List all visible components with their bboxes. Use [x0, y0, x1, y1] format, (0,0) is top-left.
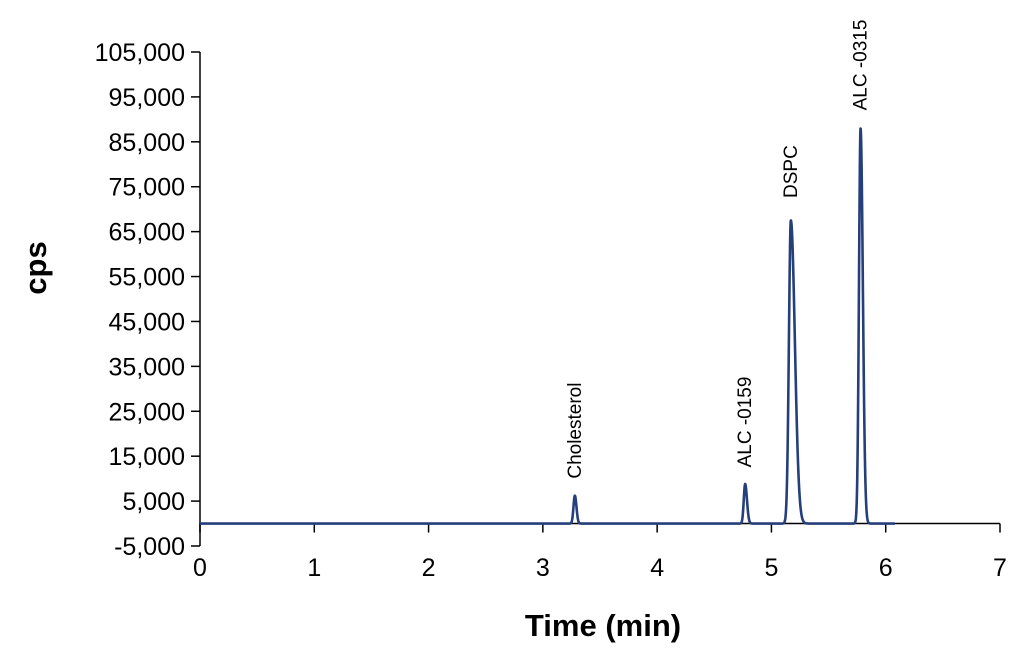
y-tick-label: 95,000 [109, 84, 185, 112]
y-tick-label: 85,000 [109, 129, 185, 157]
peak-label: DSPC [781, 145, 802, 198]
y-tick-label: 5,000 [122, 488, 185, 516]
x-tick-label: 5 [764, 554, 778, 582]
peak-label: ALC -0315 [851, 20, 872, 111]
y-tick-label: 15,000 [109, 443, 185, 471]
y-tick-label: 35,000 [109, 353, 185, 381]
y-tick-label: 25,000 [109, 398, 185, 426]
y-tick-label: 55,000 [109, 264, 185, 292]
y-tick-label: -5,000 [114, 533, 185, 561]
x-tick-label: 6 [879, 554, 893, 582]
y-tick-label: 75,000 [109, 174, 185, 202]
x-tick-label: 3 [536, 554, 550, 582]
y-tick-label: 65,000 [109, 219, 185, 247]
peak-label: ALC -0159 [735, 377, 756, 468]
y-axis-ticks: -5,000 5,000 15,000 25,000 35,000 45,000 55,00… [95, 39, 200, 561]
x-axis-ticks: 0 1 2 3 4 5 6 7 [193, 523, 1007, 582]
y-tick-label: 105,000 [95, 39, 185, 67]
x-tick-label: 0 [193, 554, 207, 582]
peak-label: Cholesterol [565, 383, 586, 479]
x-tick-label: 4 [650, 554, 664, 582]
y-tick-label: 45,000 [109, 308, 185, 336]
x-axis-title: Time (min) [525, 608, 681, 643]
x-tick-label: 7 [993, 554, 1007, 582]
chromatogram-trace [198, 127, 896, 525]
x-tick-label: 2 [422, 554, 436, 582]
x-tick-label: 1 [307, 554, 321, 582]
peak-labels: Cholesterol ALC -0159 DSPC ALC -0315 [565, 20, 872, 479]
y-axis-title: cps [18, 241, 53, 294]
